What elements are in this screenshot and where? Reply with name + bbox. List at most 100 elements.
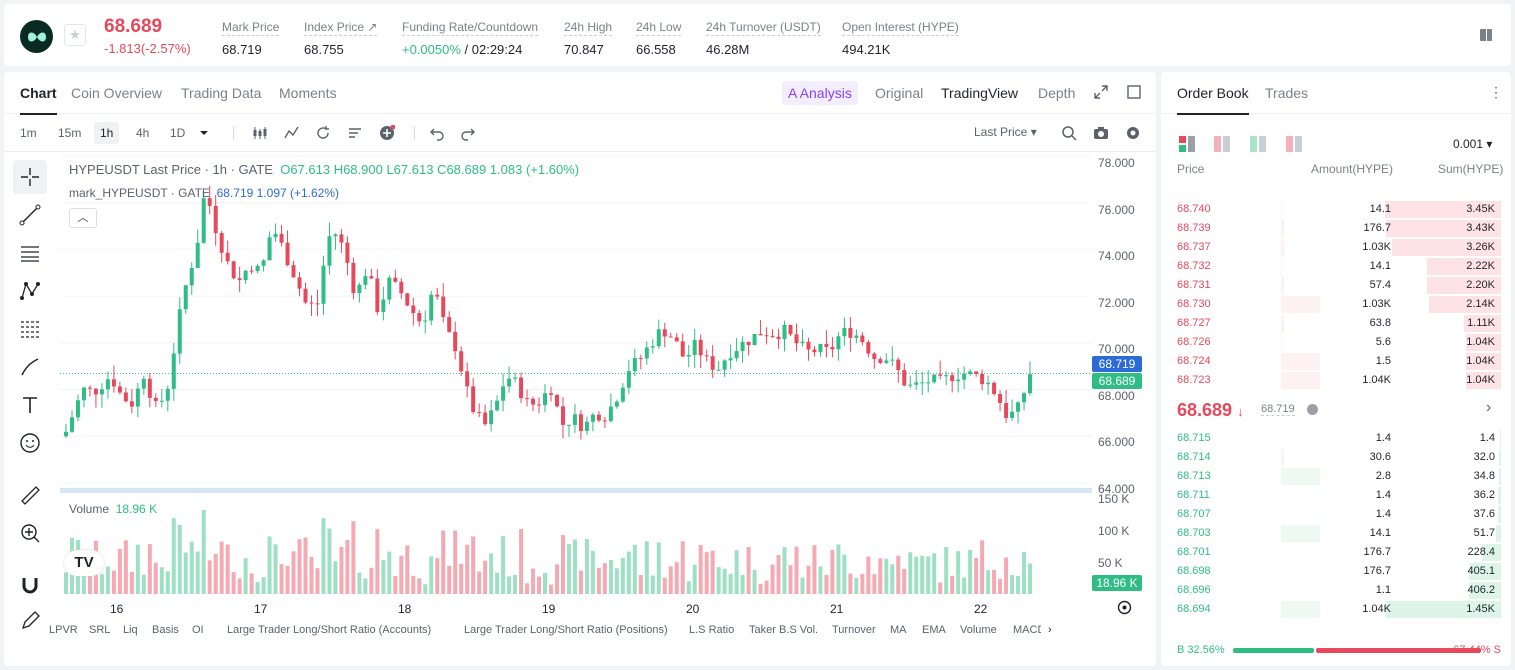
candle [285,242,290,266]
tab-depth[interactable]: Depth [1038,85,1076,101]
indicator-macd[interactable]: MACD [1013,624,1041,636]
compare-icon[interactable] [315,125,331,141]
chevron-down-icon[interactable] [196,125,212,141]
indicator-ls-ratio[interactable]: L.S Ratio [689,624,735,636]
price-source-select[interactable]: Last Price ▾ [974,125,1037,139]
timeframe-1m[interactable]: 1m [20,126,37,140]
stat-index-price[interactable]: Index Price ↗ 68.755 [304,20,378,57]
candle [842,328,847,337]
stat-mark-price[interactable]: Mark Price 68.719 [222,20,280,57]
chevron-right-icon[interactable]: › [1486,399,1492,416]
camera-icon[interactable] [1093,125,1109,141]
draw-mode-icon[interactable] [13,604,47,638]
bid-row[interactable]: 68.707 1.4 37.6 [1161,505,1501,524]
indicator-srl[interactable]: SRL [89,624,111,636]
timeframe-15m[interactable]: 15m [58,126,82,140]
volume-bar [698,545,703,594]
view-asks-icon[interactable] [1214,136,1230,152]
tab-trading-data[interactable]: Trading Data [181,85,262,101]
tab-moments[interactable]: Moments [279,85,337,101]
view-asks-only-icon[interactable] [1286,136,1302,152]
add-alert-icon[interactable] [379,125,395,141]
ruler-tool-icon[interactable] [13,478,47,512]
ai-analysis-button[interactable]: A Analysis [782,81,858,105]
bid-row[interactable]: 68.711 1.4 36.2 [1161,486,1501,505]
bid-row[interactable]: 68.703 14.1 51.7 [1161,524,1501,543]
timeframe-1d[interactable]: 1D [170,126,186,140]
candlestick-chart[interactable] [60,152,1092,614]
redo-icon[interactable] [460,125,476,141]
ask-row[interactable]: 68.740 14.1 3.45K [1161,200,1501,219]
crosshair-tool-icon[interactable] [13,160,47,194]
trendline-tool-icon[interactable] [13,198,47,232]
bid-row[interactable]: 68.713 2.8 34.8 [1161,467,1501,486]
indicator-large-trader-accounts[interactable]: Large Trader Long/Short Ratio (Accounts) [227,624,432,636]
bid-row[interactable]: 68.698 176.7 405.1 [1161,562,1501,581]
view-both-icon[interactable] [1179,136,1195,152]
tab-trades[interactable]: Trades [1265,85,1309,101]
more-menu-icon[interactable]: ⋮ [1489,84,1503,100]
ask-row[interactable]: 68.723 1.04K 1.04K [1161,371,1501,390]
ask-row[interactable]: 68.726 5.6 1.04K [1161,333,1501,352]
search-icon[interactable] [1061,125,1077,141]
timezone-gear-icon[interactable] [1117,600,1132,615]
indicator-large-trader-positions[interactable]: Large Trader Long/Short Ratio (Positions… [464,624,668,636]
bid-row[interactable]: 68.701 176.7 228.4 [1161,543,1501,562]
ask-row[interactable]: 68.737 1.03K 3.26K [1161,238,1501,257]
candles-icon[interactable] [252,125,268,141]
book-icon[interactable] [1480,28,1493,42]
depth-amount-bar [1281,334,1283,351]
bid-row[interactable]: 68.715 1.4 1.4 [1161,429,1501,448]
settings-gear-icon[interactable] [1125,125,1141,141]
volume-bar [914,556,919,594]
tab-tradingview[interactable]: TradingView [941,85,1019,101]
tab-original[interactable]: Original [875,85,924,101]
indicator-lpvr[interactable]: LPVR [49,624,78,636]
depth-amount-bar [1281,525,1320,542]
brush-tool-icon[interactable] [13,350,47,384]
ask-row[interactable]: 68.724 1.5 1.04K [1161,352,1501,371]
indicators-icon[interactable] [284,125,300,141]
tab-chart[interactable]: Chart [20,85,57,115]
zoom-in-icon[interactable] [13,516,47,550]
tab-order-book[interactable]: Order Book [1177,85,1249,115]
collapse-legend-button[interactable]: ︿ [69,208,97,228]
bid-row[interactable]: 68.714 30.6 32.0 [1161,448,1501,467]
view-bids-icon[interactable] [1250,136,1266,152]
ask-row[interactable]: 68.731 57.4 2.20K [1161,276,1501,295]
indicator-liq[interactable]: Liq [123,624,138,636]
favorite-star-icon[interactable]: ★ [64,24,86,46]
stat-funding-rate[interactable]: Funding Rate/Countdown +0.0050% / 02:29:… [402,20,539,57]
chevron-right-icon[interactable]: › [1048,624,1052,636]
timeframe-1h[interactable]: 1h [94,122,120,144]
fullscreen-icon[interactable] [1127,85,1141,99]
ask-row[interactable]: 68.730 1.03K 2.14K [1161,295,1501,314]
indicator-ema[interactable]: EMA [922,624,946,636]
ask-row[interactable]: 68.732 14.1 2.22K [1161,257,1501,276]
expand-icon[interactable] [1094,85,1108,99]
emoji-tool-icon[interactable] [13,426,47,460]
indicator-ma[interactable]: MA [890,624,907,636]
fib-tool-icon[interactable] [13,312,47,346]
depth-sum-bar [1468,563,1501,580]
magnet-icon[interactable] [13,568,47,602]
pattern-tool-icon[interactable] [13,274,47,308]
bid-row[interactable]: 68.694 1.04K 1.45K [1161,600,1501,619]
lines-tool-icon[interactable] [13,236,47,270]
ask-row[interactable]: 68.739 176.7 3.43K [1161,219,1501,238]
indicator-turnover[interactable]: Turnover [832,624,876,636]
bid-row[interactable]: 68.696 1.1 406.2 [1161,581,1501,600]
indicator-basis[interactable]: Basis [152,624,179,636]
templates-icon[interactable] [347,125,363,141]
indicator-oi[interactable]: OI [192,624,204,636]
ask-row[interactable]: 68.727 63.8 1.11K [1161,314,1501,333]
text-tool-icon[interactable] [13,388,47,422]
timeframe-4h[interactable]: 4h [136,126,150,140]
precision-select[interactable]: 0.001 ▾ [1453,137,1493,151]
indicator-taker-vol[interactable]: Taker B.S Vol. [749,624,819,636]
indicator-volume[interactable]: Volume [960,624,997,636]
tab-coin-overview[interactable]: Coin Overview [71,85,163,101]
mid-price[interactable]: 68.689 ↓ [1177,400,1244,420]
volume-bar [716,567,721,594]
undo-icon[interactable] [429,125,445,141]
